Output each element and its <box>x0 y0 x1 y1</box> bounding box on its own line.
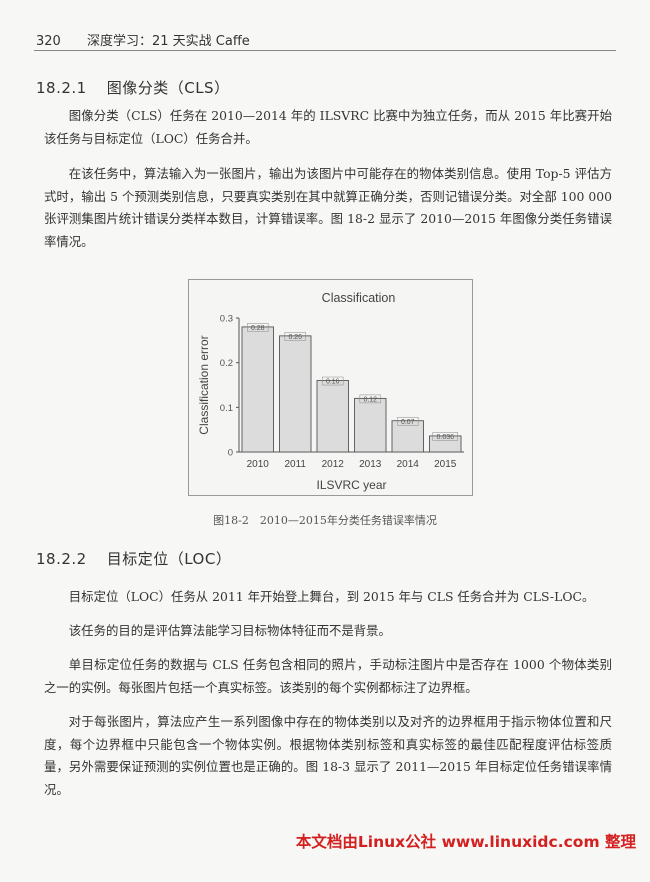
data-label: 0.16 <box>326 379 340 386</box>
page-header: 320 深度学习：21 天实战 Caffe <box>36 30 616 49</box>
watermark: 本文档由Linux公社 www.linuxidc.com 整理 <box>295 833 636 851</box>
bar-2014 <box>391 420 424 453</box>
x-tick-label: 2015 <box>434 459 457 470</box>
data-label-box <box>284 332 306 341</box>
bar-2010 <box>241 326 274 453</box>
paragraph: 在该任务中，算法输入为一张图片，输出为该图片中可能存在的物体类别信息。使用 To… <box>44 166 612 249</box>
data-label: 0.12 <box>363 397 377 404</box>
x-axis-label: ILSVRC year <box>316 478 386 492</box>
figure-caption: 图18-2 2010—2015年分类任务错误率情况 <box>213 514 437 527</box>
data-label-box <box>359 394 381 404</box>
y-tick-label: 0.3 <box>220 314 233 325</box>
section-number: 18.2.2 <box>36 550 87 568</box>
x-tick-label: 2011 <box>284 459 306 470</box>
data-label: 0.07 <box>401 419 415 426</box>
bar-2015 <box>429 435 462 453</box>
y-tick-label: 0.1 <box>220 403 233 414</box>
x-tick-label: 2014 <box>397 459 420 470</box>
paragraph: 目标定位（LOC）任务从 2011 年开始登上舞台，到 2015 年与 CLS … <box>68 589 595 604</box>
section-title: 目标定位（LOC） <box>106 550 232 568</box>
page-number: 320 <box>36 34 61 49</box>
data-label-box <box>247 323 269 332</box>
data-label-box <box>397 416 419 426</box>
running-title: 深度学习：21 天实战 Caffe <box>86 34 250 49</box>
paragraph: 该任务的目的是评估算法能学习目标物体特征而不是背景。 <box>68 623 391 638</box>
bar-2013 <box>354 397 387 453</box>
data-label: 0.28 <box>251 325 265 332</box>
section-title: 图像分类（CLS） <box>106 79 230 97</box>
figure-chart: Classification 0 0.1 0.2 0.3 Classification e… <box>188 279 473 496</box>
section-heading-cls: 18.2.1 图像分类（CLS） <box>36 77 230 98</box>
section-number: 18.2.1 <box>36 79 87 97</box>
bar-chart: Classification 0 0.1 0.2 0.3 Classification e… <box>197 291 464 492</box>
chart-title: Classification <box>322 291 396 305</box>
x-tick-label: 2010 <box>247 459 270 470</box>
paragraph: 图像分类（CLS）任务在 2010—2014 年的 ILSVRC 比赛中为独立任… <box>44 108 612 146</box>
y-tick-label: 0 <box>228 448 233 459</box>
y-tick-label: 0.2 <box>220 358 233 369</box>
y-axis-label: Classification error <box>197 335 211 434</box>
header-rule <box>34 50 616 51</box>
x-tick-label: 2013 <box>359 459 382 470</box>
data-label-box <box>322 376 344 386</box>
data-label-box <box>432 432 458 441</box>
section-heading-loc: 18.2.2 目标定位（LOC） <box>36 548 231 569</box>
x-tick-label: 2012 <box>322 459 345 470</box>
bar-2011 <box>279 335 312 453</box>
paragraph: 对于每张图片，算法应产生一系列图像中存在的物体类别以及对齐的边界框用于指示物体位… <box>44 714 612 797</box>
bar-2012 <box>316 380 349 453</box>
data-label: 0.036 <box>436 434 454 441</box>
data-label: 0.26 <box>288 334 302 341</box>
paragraph: 单目标定位任务的数据与 CLS 任务包含相同的照片，手动标注图片中是否存在 10… <box>44 657 612 695</box>
